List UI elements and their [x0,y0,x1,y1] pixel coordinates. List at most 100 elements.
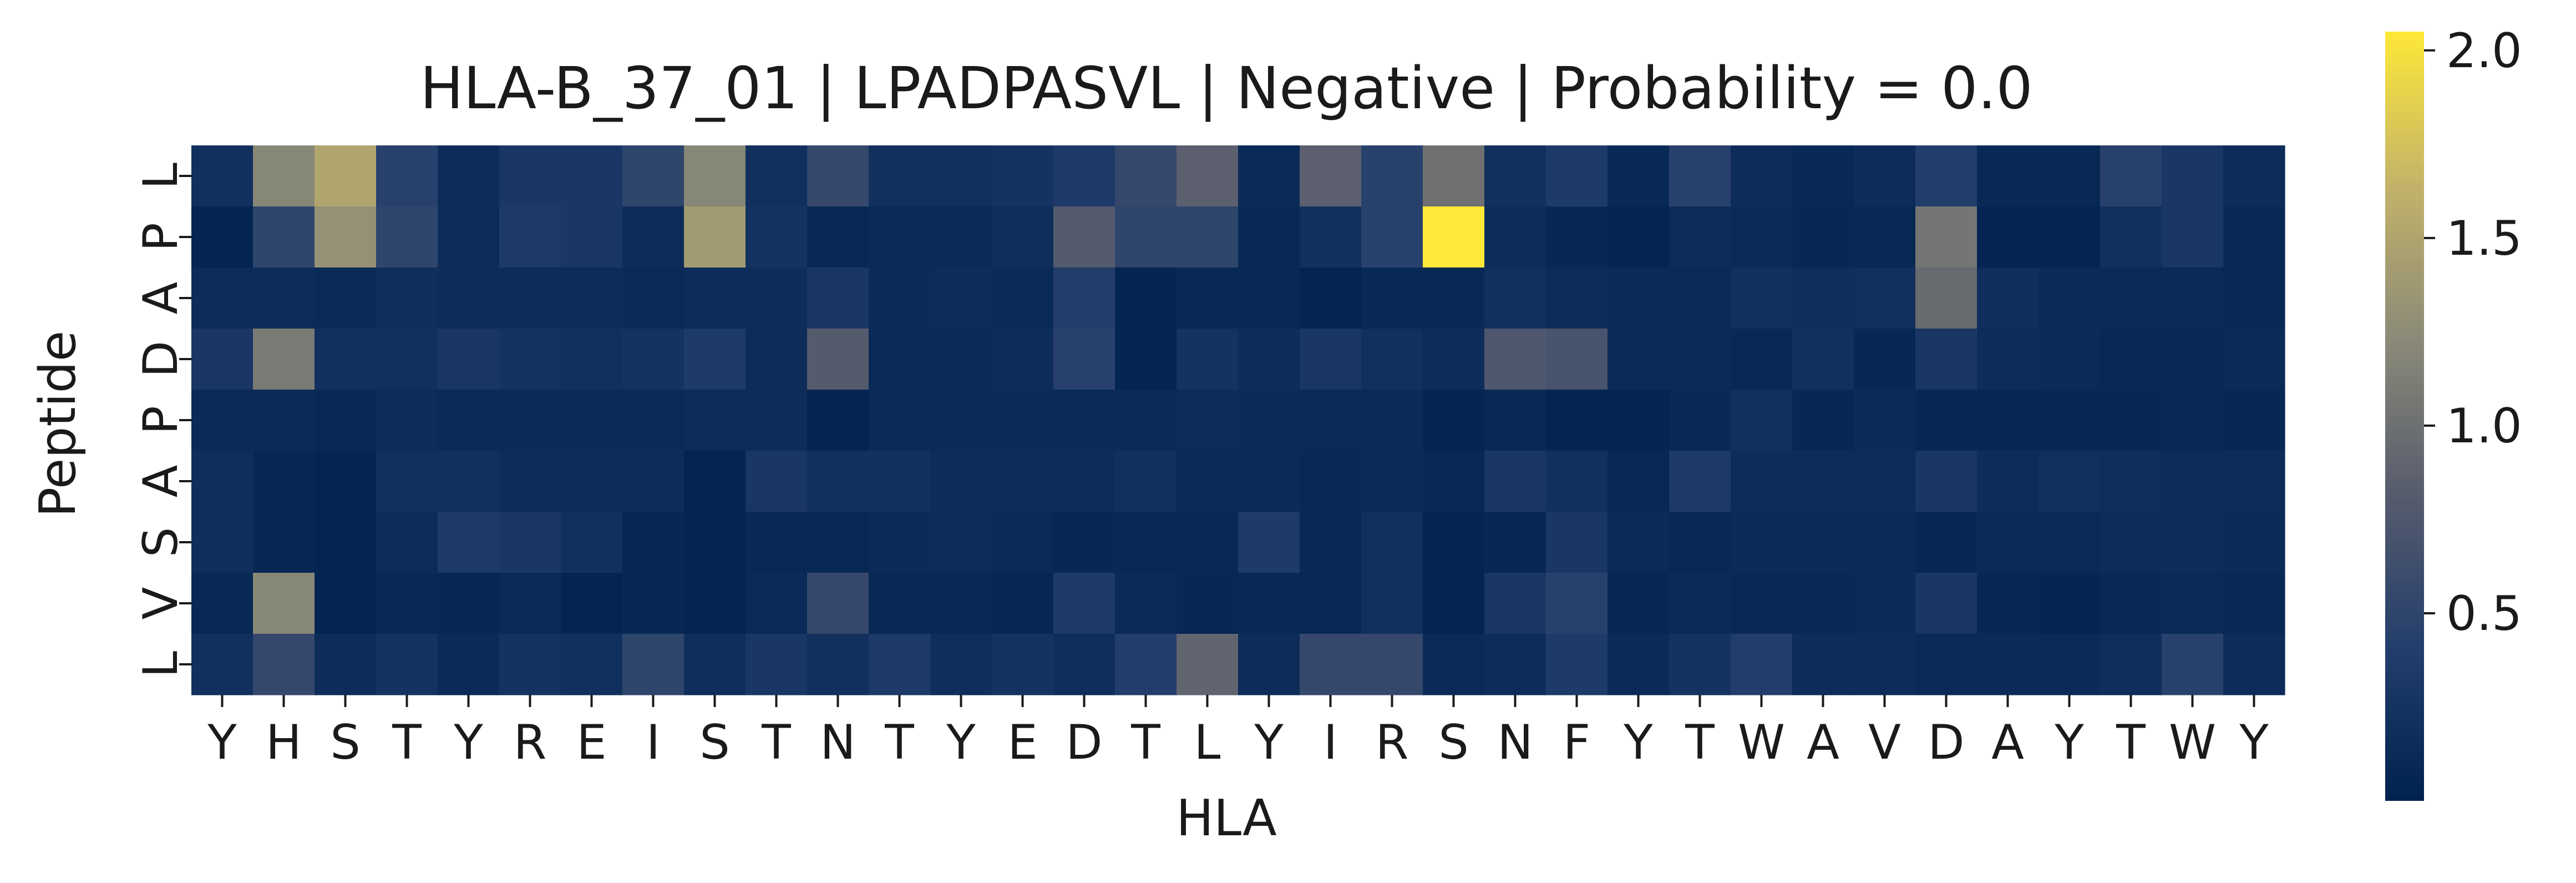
heatmap-cell [2100,512,2162,573]
heatmap-cell [807,573,869,634]
heatmap-cell [1608,451,1670,512]
heatmap-cell [2039,634,2101,695]
heatmap-cell [1915,390,1977,451]
heatmap-cell [191,634,253,695]
heatmap-cell [992,512,1054,573]
heatmap-cell [191,329,253,390]
heatmap-cell [1977,634,2039,695]
y-tick-label: D [133,341,189,377]
x-tick-label: A [1807,715,1839,770]
heatmap-cell [1177,512,1239,573]
heatmap-cell [1854,329,1916,390]
heatmap-cell [1915,329,1977,390]
heatmap-cell [438,329,500,390]
x-tick-label: Y [207,715,237,770]
heatmap-cell [1977,573,2039,634]
heatmap-cell [1608,206,1670,268]
heatmap-cell [1361,268,1423,329]
heatmap-cell [2100,206,2162,268]
x-tick-label: R [1376,715,1409,770]
heatmap-cell [2162,573,2224,634]
heatmap-cell [1053,268,1115,329]
heatmap-cell [376,145,438,207]
heatmap-cell [1731,206,1793,268]
heatmap-cell [1300,573,1362,634]
heatmap-cell [807,329,869,390]
heatmap-cell [253,329,315,390]
heatmap-cell [1177,451,1239,512]
heatmap-cell [1669,145,1731,207]
heatmap-cell [1792,451,1854,512]
heatmap-cell [191,268,253,329]
heatmap-cell [1300,145,1362,207]
x-tick-label: R [514,715,547,770]
heatmap-cell [869,573,931,634]
heatmap-cell [1053,145,1115,207]
heatmap-cell [1915,268,1977,329]
heatmap-cell [1177,145,1239,207]
heatmap-cell [746,329,808,390]
x-tick-label: Y [1623,715,1653,770]
heatmap-cell [684,390,746,451]
heatmap-cell [1669,329,1731,390]
heatmap-cell [315,329,377,390]
heatmap-cell [1669,634,1731,695]
heatmap-cell [869,390,931,451]
heatmap-cell [622,634,684,695]
heatmap-cell [376,451,438,512]
heatmap-cell [1546,206,1608,268]
x-tick-label: T [1130,715,1160,770]
heatmap-cell [869,206,931,268]
heatmap-cell [1854,206,1916,268]
heatmap-cell [1977,206,2039,268]
heatmap-cell [1546,268,1608,329]
heatmap-cell [1608,512,1670,573]
heatmap-cell [1484,512,1546,573]
heatmap-cell [1177,268,1239,329]
colorbar-tick-label: 1.0 [2446,398,2522,454]
heatmap-cell [1854,512,1916,573]
heatmap-cell [746,512,808,573]
heatmap-cell [2162,634,2224,695]
colorbar-ticks: 0.5 1.0 1.5 2.0 [2424,23,2522,642]
heatmap-cell [499,512,561,573]
heatmap-cell [1669,206,1731,268]
chart-title: HLA-B_37_01 | LPADPASVL | Negative | Pro… [420,54,2032,122]
heatmap-cell [1361,390,1423,451]
heatmap-cell [438,451,500,512]
heatmap-cell [315,390,377,451]
heatmap-cell [315,451,377,512]
heatmap-cell [2100,329,2162,390]
heatmap-cell [746,573,808,634]
heatmap-cell [1300,268,1362,329]
heatmap-cell [1177,634,1239,695]
heatmap-cell [992,206,1054,268]
heatmap-cell [1053,329,1115,390]
heatmap-cell [253,451,315,512]
heatmap-cell [1361,573,1423,634]
heatmap-cell [315,512,377,573]
heatmap-cell [869,329,931,390]
x-tick-label: T [884,715,914,770]
heatmap-cell [622,206,684,268]
heatmap-cell [684,512,746,573]
heatmap-cell [1792,634,1854,695]
heatmap-cell [1669,451,1731,512]
heatmap-cell [1608,634,1670,695]
heatmap-cell [1915,512,1977,573]
y-tick-label: P [133,406,189,435]
heatmap-cell [1915,206,1977,268]
heatmap-cell [253,145,315,207]
heatmap-cell [1361,512,1423,573]
heatmap-cell [1238,329,1300,390]
heatmap-cell [1423,573,1485,634]
heatmap-cell [684,573,746,634]
heatmap-cell [1854,634,1916,695]
heatmap-cell [869,512,931,573]
heatmap-cell [622,512,684,573]
heatmap-cell [1300,512,1362,573]
heatmap-cell [1361,145,1423,207]
heatmap-cell [376,512,438,573]
heatmap-cell [930,329,992,390]
heatmap-cell [2223,145,2285,207]
